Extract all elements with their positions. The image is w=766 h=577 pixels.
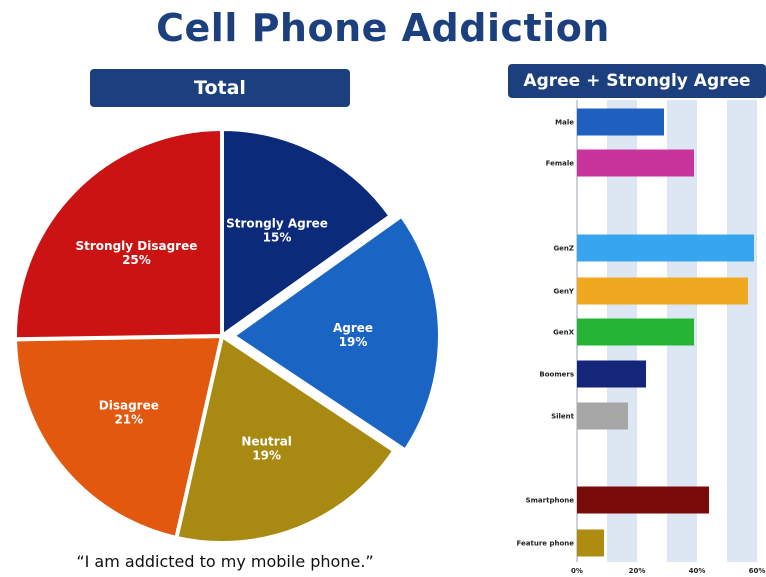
bar-genx xyxy=(577,318,694,346)
bar-chart-title: Agree + Strongly Agree xyxy=(508,64,766,98)
pie-slice-disagree xyxy=(12,333,225,541)
bar-genz xyxy=(577,234,754,262)
x-tick-label: 0% xyxy=(571,567,583,575)
pie-label-strongly-disagree: Strongly Disagree xyxy=(75,239,197,253)
bar-label-female: Female xyxy=(546,160,575,168)
bar-label-genz: GenZ xyxy=(553,245,574,253)
pie-slice-strongly-disagree xyxy=(13,126,224,342)
grid-band xyxy=(727,100,757,562)
bar-silent xyxy=(577,402,628,430)
pie-slice-agree xyxy=(229,212,442,454)
bar-label-male: Male xyxy=(555,119,574,127)
page-title: Cell Phone Addiction xyxy=(156,6,610,50)
bar-label-geny: GenY xyxy=(553,288,574,296)
bar-female xyxy=(577,149,694,177)
pie-label-neutral: Neutral xyxy=(241,434,292,448)
bar-label-feature-phone: Feature phone xyxy=(517,540,575,548)
bar-boomers xyxy=(577,360,646,388)
pie-label-agree: Agree xyxy=(333,321,373,335)
bar-label-genx: GenX xyxy=(553,329,574,337)
bar-geny xyxy=(577,277,748,305)
bar-feature-phone xyxy=(577,529,604,557)
x-tick-label: 40% xyxy=(689,567,706,575)
pie-slice-neutral xyxy=(174,332,398,545)
pie-label-strongly-agree: Strongly Agree xyxy=(226,216,328,230)
bar-label-boomers: Boomers xyxy=(539,371,574,379)
pie-value-disagree: 21% xyxy=(114,413,143,427)
pie-chart: Strongly Agree15%Agree19%Neutral19%Disag… xyxy=(12,126,442,545)
pie-value-strongly-disagree: 25% xyxy=(122,253,151,267)
x-tick-label: 60% xyxy=(749,567,766,575)
bar-label-silent: Silent xyxy=(551,413,575,421)
pie-slice-strongly-agree xyxy=(220,126,394,340)
pie-value-agree: 19% xyxy=(339,335,368,349)
pie-value-strongly-agree: 15% xyxy=(263,230,292,244)
survey-statement: “I am addicted to my mobile phone.” xyxy=(76,552,374,571)
pie-chart-title: Total xyxy=(90,69,350,107)
bar-male xyxy=(577,108,664,136)
pie-label-disagree: Disagree xyxy=(99,399,159,413)
bar-smartphone xyxy=(577,486,709,514)
x-tick-label: 20% xyxy=(629,567,646,575)
pie-value-neutral: 19% xyxy=(252,448,281,462)
bar-label-smartphone: Smartphone xyxy=(526,497,575,505)
